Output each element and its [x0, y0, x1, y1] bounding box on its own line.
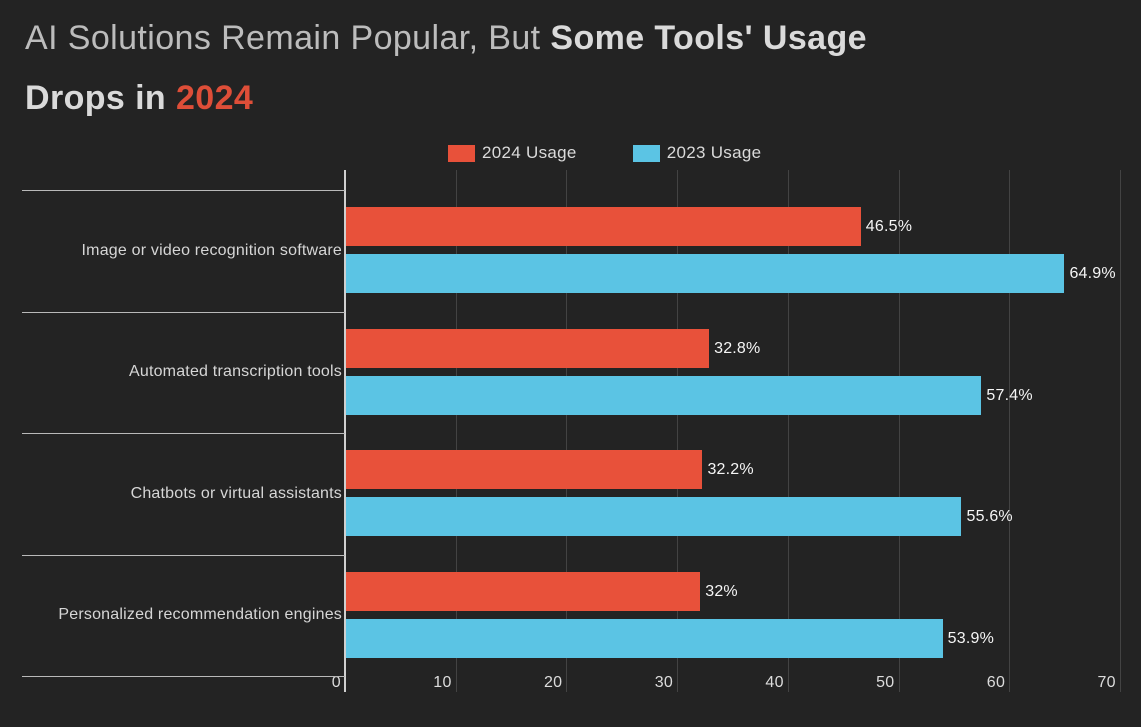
value-label: 46.5% [865, 218, 913, 235]
row-divider-line [22, 676, 345, 677]
value-label: 53.9% [947, 629, 995, 647]
bar-2023-usage[interactable] [346, 254, 1065, 293]
legend-item-2023-usage[interactable]: 2023 Usage [632, 143, 762, 163]
x-tick-label: 0 [331, 674, 341, 691]
value-label: 55.6% [966, 508, 1013, 525]
x-tick-label: 20 [543, 674, 563, 691]
x-gridline [566, 170, 568, 692]
x-tick-label: 30 [654, 674, 674, 691]
legend-item-2024-usage[interactable]: 2024 Usage [448, 143, 577, 163]
x-tick-label: 40 [765, 674, 784, 691]
value-label: 32.8% [714, 339, 761, 357]
title-year-highlight: 2024 [175, 79, 254, 117]
x-tick-label: 50 [876, 674, 895, 691]
bar-2023-usage[interactable] [346, 497, 962, 536]
value-label: 32% [705, 582, 738, 600]
x-gridline [787, 170, 789, 692]
value-label: 57.4% [986, 386, 1033, 404]
title-bold-text: Some Tools' Usage [550, 19, 867, 57]
legend-swatch-2023-icon [632, 144, 660, 162]
category-label: Image or video recognition software [81, 241, 342, 259]
category-label: Automated transcription tools [128, 363, 342, 381]
bar-2024-usage[interactable] [346, 571, 701, 611]
legend-label-2023: 2023 Usage [666, 143, 762, 162]
x-tick-label: 10 [433, 674, 452, 691]
value-label: 32.2% [707, 461, 754, 478]
x-gridline [677, 170, 679, 692]
row-divider-line [22, 190, 345, 191]
legend-swatch-2024-icon [448, 144, 475, 162]
bar-2023-usage[interactable] [346, 375, 982, 415]
bar-2024-usage[interactable] [346, 207, 861, 246]
bar-2024-usage[interactable] [346, 450, 703, 489]
y-axis-line [344, 170, 346, 692]
legend: 2024 Usage 2023 Usage [448, 143, 761, 163]
category-label: Personalized recommendation engines [58, 606, 342, 624]
title-regular-text: AI Solutions Remain Popular, But [25, 19, 551, 57]
legend-label-2024: 2024 Usage [482, 143, 577, 162]
x-tick-label: 60 [986, 674, 1006, 691]
x-gridline [1009, 170, 1011, 692]
chart-title: AI Solutions Remain Popular, But Some To… [25, 8, 867, 128]
x-gridline [455, 170, 457, 692]
row-divider-line [22, 433, 345, 434]
row-divider-line [22, 554, 345, 556]
category-label: Chatbots or virtual assistants [130, 484, 342, 502]
row-divider-line [22, 311, 345, 313]
bar-2024-usage[interactable] [346, 328, 710, 368]
x-gridline [898, 170, 900, 692]
x-tick-label: 70 [1097, 674, 1116, 691]
bar-2023-usage[interactable] [346, 618, 943, 658]
value-label: 64.9% [1069, 265, 1116, 282]
title-bold-text-line2: Drops in [25, 79, 176, 117]
x-gridline [1119, 170, 1121, 692]
